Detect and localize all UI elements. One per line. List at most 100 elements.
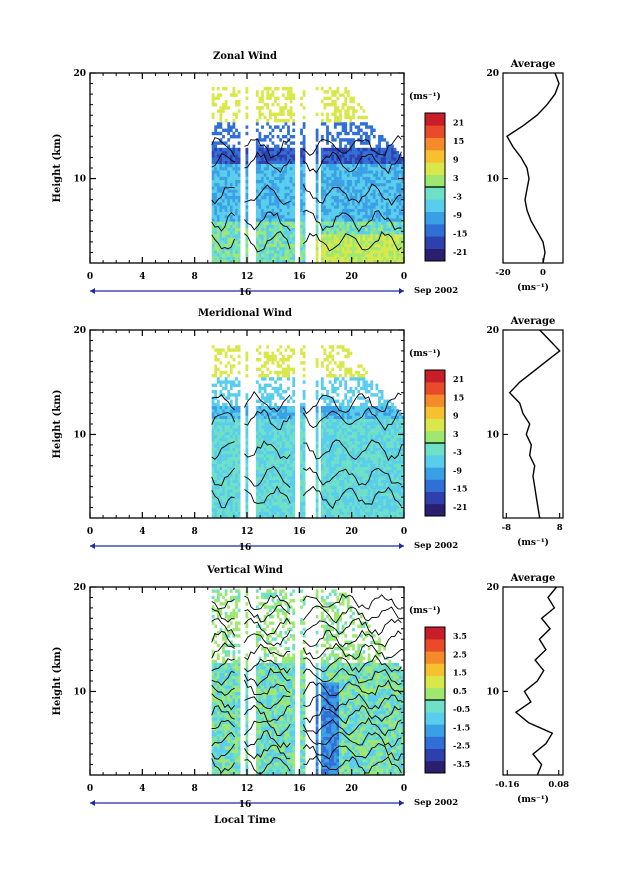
heat-cell <box>289 202 293 206</box>
heat-cell <box>367 173 371 177</box>
heat-cell <box>292 434 296 439</box>
heat-cell <box>354 412 358 416</box>
heat-cell <box>255 470 259 474</box>
heat-cell <box>315 173 319 177</box>
heat-cell <box>398 205 402 209</box>
heat-cell <box>370 205 374 209</box>
heat-cell <box>333 441 337 445</box>
heat-cell <box>323 498 327 503</box>
heat-cell <box>336 364 340 368</box>
heat-cell <box>362 454 366 458</box>
heat-cell <box>315 199 319 203</box>
heat-cell <box>274 205 277 209</box>
heat-cell <box>383 176 387 180</box>
heat-cell <box>341 345 345 349</box>
heat-cell <box>328 167 332 171</box>
heat-cell <box>346 138 350 142</box>
heat-cell <box>344 502 348 506</box>
heat-cell <box>237 393 241 397</box>
heat-cell <box>300 514 303 519</box>
heat-cell <box>349 473 353 477</box>
heat-cell <box>326 425 329 429</box>
heat-cell <box>352 240 355 244</box>
heat-cell <box>359 489 363 493</box>
heat-cell <box>388 215 392 219</box>
heat-cell <box>365 441 368 445</box>
heat-cell <box>287 406 290 410</box>
heat-cell <box>302 151 306 155</box>
heat-cell <box>365 205 368 209</box>
heat-cell <box>331 383 335 387</box>
heat-cell <box>362 163 366 168</box>
heat-cell <box>315 447 319 451</box>
heat-cell <box>258 508 262 512</box>
heat-cell <box>320 87 324 91</box>
heat-cell <box>268 183 272 187</box>
heat-cell <box>344 157 348 161</box>
heat-cell <box>352 476 355 480</box>
heat-cell <box>300 218 303 222</box>
heat-cell <box>289 179 293 184</box>
heat-cell <box>401 237 405 241</box>
heat-cell <box>344 240 348 244</box>
heat-cell <box>326 476 329 480</box>
heat-cell <box>224 438 228 442</box>
heat-cell <box>211 173 215 177</box>
heat-cell <box>346 447 350 451</box>
heat-cell <box>378 163 381 168</box>
heat-cell <box>292 502 296 506</box>
heat-cell <box>216 431 220 435</box>
heat-cell <box>214 409 218 413</box>
heat-cell <box>261 511 264 515</box>
heat-cell <box>263 351 267 355</box>
heat-cell <box>258 358 262 362</box>
heat-cell <box>396 186 400 190</box>
heat-cell <box>320 380 324 384</box>
heat-cell <box>372 192 376 196</box>
heat-cell <box>266 358 270 362</box>
heat-cell <box>229 240 233 244</box>
heat-cell <box>326 240 329 244</box>
heat-cell <box>385 151 389 155</box>
heat-cell <box>367 234 371 238</box>
heat-cell <box>372 412 376 416</box>
heat-cell <box>245 202 249 206</box>
heat-cell <box>227 256 231 260</box>
heat-cell <box>255 173 259 177</box>
heat-cell <box>362 425 366 429</box>
heat-cell <box>245 160 249 164</box>
heat-cell <box>235 211 238 216</box>
heat-cell <box>320 224 324 228</box>
heat-cell <box>339 476 342 480</box>
heat-cell <box>211 234 215 238</box>
heat-cell <box>266 367 270 371</box>
heat-cell <box>393 173 397 177</box>
heat-cell <box>219 482 223 487</box>
heat-cell <box>333 119 337 123</box>
heat-cell <box>346 173 350 177</box>
heat-cell <box>292 243 296 248</box>
heat-cell <box>365 476 368 480</box>
heat-cell <box>258 418 262 423</box>
heat-cell <box>235 243 238 248</box>
heat-cell <box>271 221 275 225</box>
heat-cell <box>346 466 350 471</box>
heat-cell <box>284 450 288 455</box>
heat-cell <box>326 154 329 158</box>
heat-cell <box>336 470 340 474</box>
heat-cell <box>235 99 238 104</box>
contour-line <box>302 134 402 156</box>
heat-cell <box>229 189 233 193</box>
heat-cell <box>367 176 371 180</box>
heat-cell <box>344 508 348 512</box>
heat-cell <box>315 154 319 158</box>
heat-cell <box>229 489 233 493</box>
heat-cell <box>224 160 228 164</box>
heat-cell <box>266 170 270 174</box>
heat-cell <box>292 205 296 209</box>
heat-cell <box>372 195 376 200</box>
heat-cell <box>391 259 394 264</box>
heat-cell <box>385 163 389 168</box>
heat-cell <box>346 186 350 190</box>
heat-cell <box>266 176 270 180</box>
